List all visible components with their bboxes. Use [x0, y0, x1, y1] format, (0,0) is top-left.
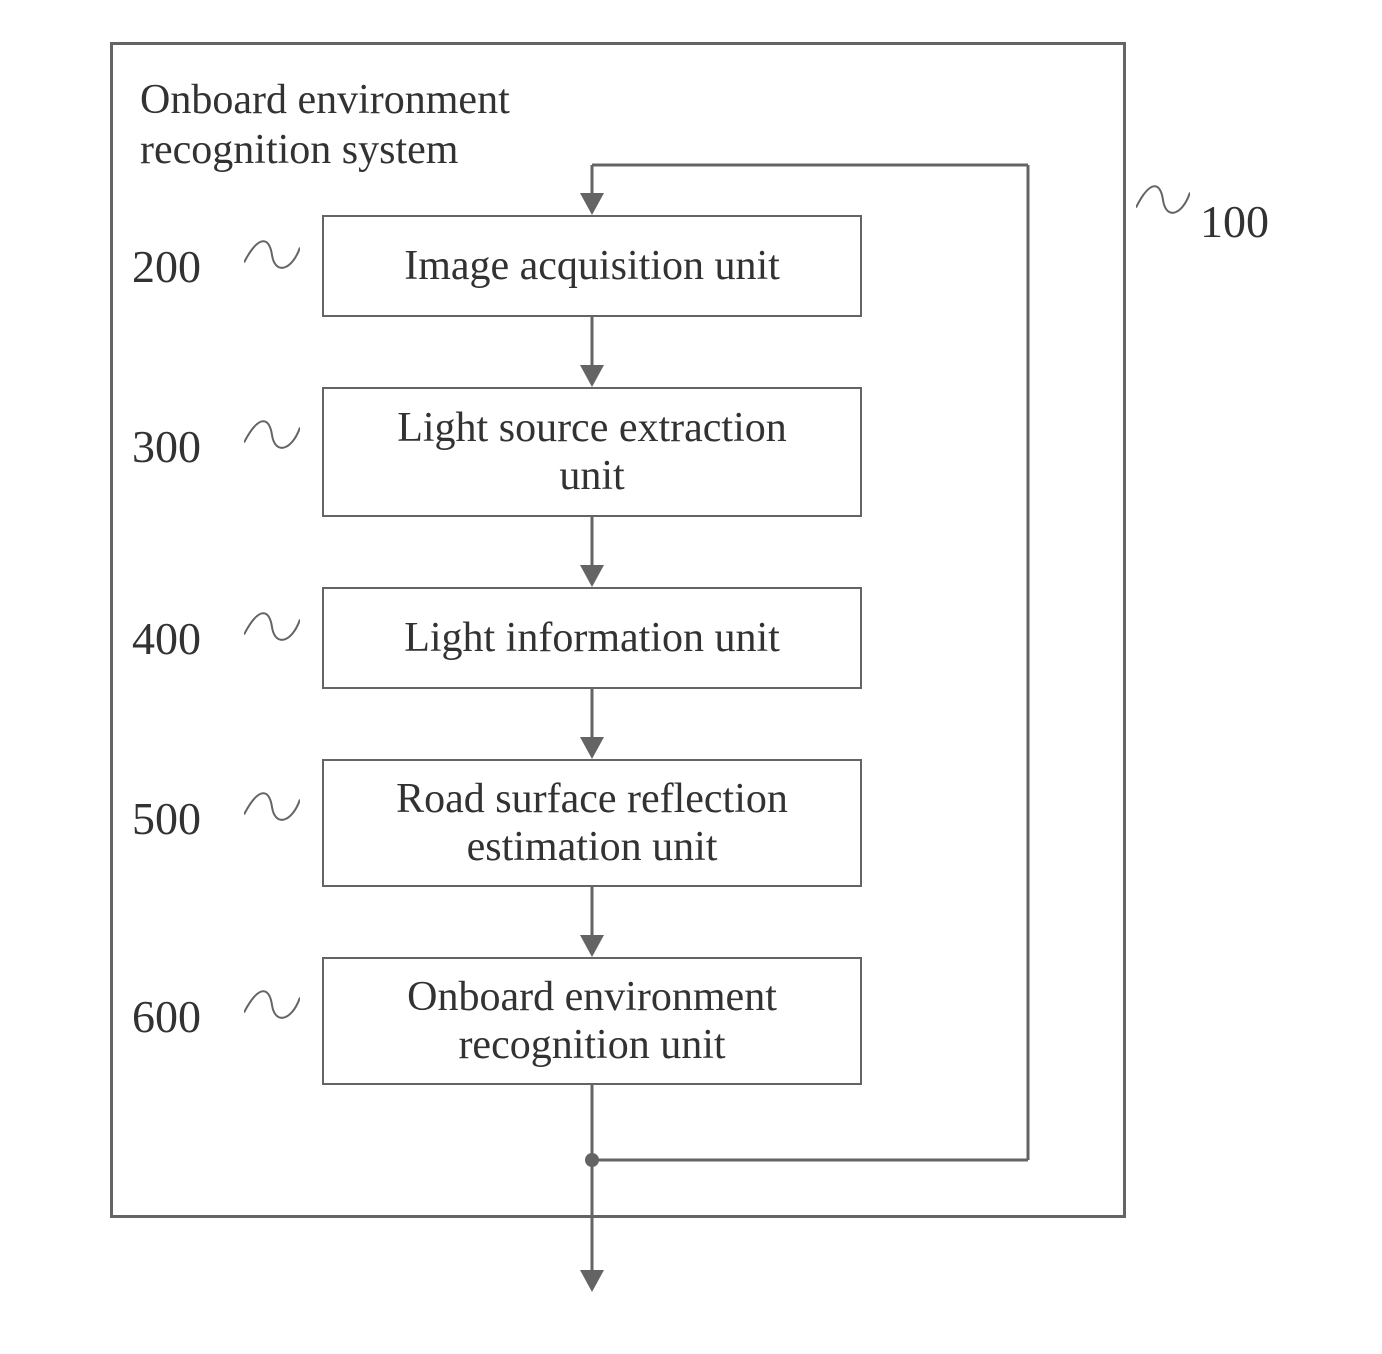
ref-label-200: 200: [132, 240, 201, 293]
road-surface-reflection-estimation-unit-label: Road surface reflection estimation unit: [396, 775, 788, 872]
ref-label-500: 500: [132, 792, 201, 845]
ref-label-400: 400: [132, 612, 201, 665]
diagram-canvas: Onboard environment recognition system 1…: [0, 0, 1382, 1354]
light-information-unit-box: Light information unit: [322, 587, 862, 689]
ref-tilde-100: [1136, 185, 1190, 215]
light-source-extraction-unit-box: Light source extraction unit: [322, 387, 862, 517]
system-title: Onboard environment recognition system: [140, 75, 510, 176]
ref-label-600: 600: [132, 990, 201, 1043]
image-acquisition-unit-box: Image acquisition unit: [322, 215, 862, 317]
ref-label-300: 300: [132, 420, 201, 473]
image-acquisition-unit-label: Image acquisition unit: [404, 242, 780, 290]
onboard-environment-recognition-unit-label: Onboard environment recognition unit: [407, 973, 777, 1070]
light-information-unit-label: Light information unit: [404, 614, 780, 662]
ref-label-100: 100: [1200, 195, 1269, 248]
road-surface-reflection-estimation-unit-box: Road surface reflection estimation unit: [322, 759, 862, 887]
light-source-extraction-unit-label: Light source extraction unit: [397, 404, 787, 501]
onboard-environment-recognition-unit-box: Onboard environment recognition unit: [322, 957, 862, 1085]
system-title-line2: recognition system: [140, 127, 458, 173]
system-title-line1: Onboard environment: [140, 77, 510, 123]
